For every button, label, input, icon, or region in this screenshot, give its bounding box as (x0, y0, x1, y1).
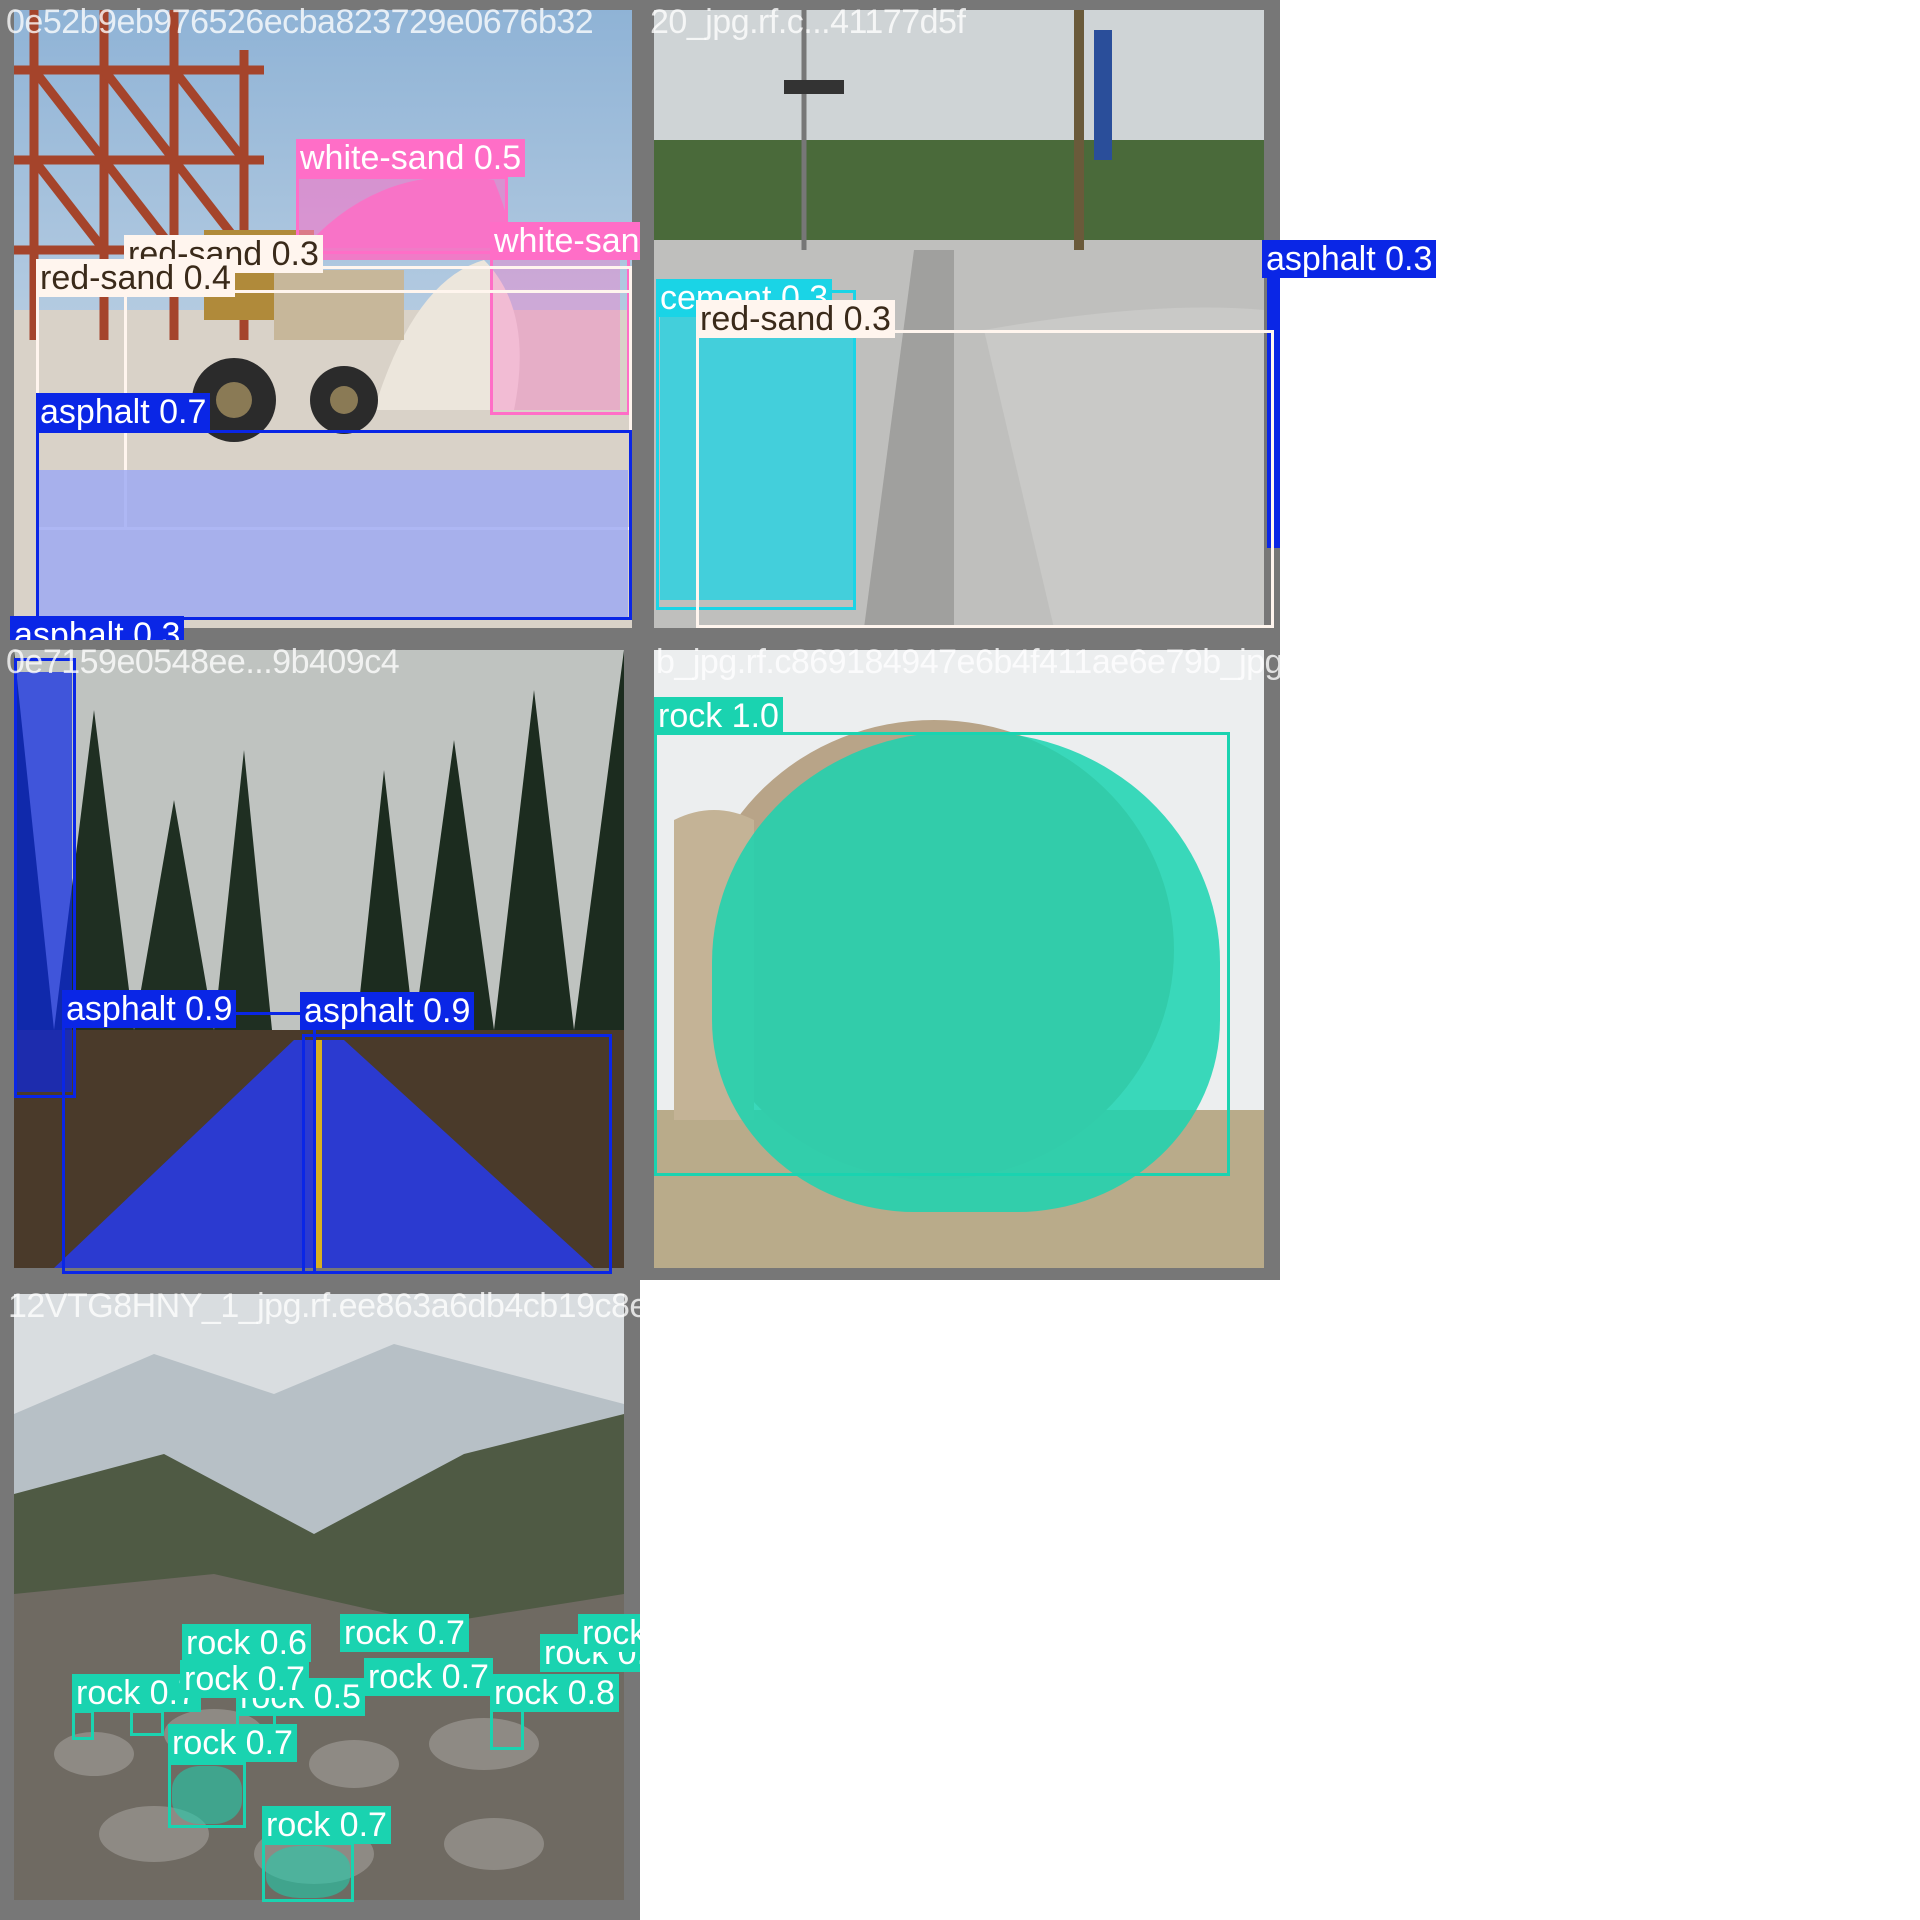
detection-label: asphalt 0.9 (300, 992, 475, 1030)
detection-label: rock 0.6 (578, 1614, 640, 1652)
bounding-box (296, 176, 508, 254)
photo-forest-road (14, 650, 624, 1268)
segmentation-mask (172, 1766, 242, 1824)
image-filename: 0e7159e0548ee...9b409c4 (6, 643, 400, 681)
tile-forest-road: asphalt 0.9 asphalt 0.9 0e7159e0548ee...… (0, 640, 640, 1280)
image-filename: 0e52b9eb976526ecba823729e0676b32 (6, 3, 594, 41)
detection-label: rock 0.7 (180, 1660, 309, 1698)
valley-rocks-scene (14, 1294, 624, 1900)
bounding-box (62, 1012, 316, 1274)
detection-label: asphalt 0.3 (10, 616, 185, 640)
detection-label: red-sand 0.3 (696, 300, 895, 338)
segmentation-mask (660, 300, 856, 600)
bounding-box (168, 1762, 246, 1828)
tile-construction: white-sand 0.5 white-sand 0.3 red-sand 0… (0, 0, 640, 640)
detection-label: asphalt 0.9 (62, 990, 237, 1028)
detection-label: rock 1.0 (654, 697, 783, 735)
image-filename: 20_jpg.rf.c...41177d5f (650, 3, 966, 41)
segmentation-mask (266, 1846, 350, 1898)
bounding-box (130, 1710, 164, 1736)
photo-valley-rocks (14, 1294, 624, 1900)
bounding-box (302, 1034, 612, 1274)
segmentation-mask (38, 470, 628, 620)
detection-label: red-sand 0.4 (36, 259, 235, 297)
bounding-box (72, 1710, 94, 1740)
detection-label: rock 0.7 (262, 1806, 391, 1844)
detection-label: white-sand 0.5 (296, 139, 526, 177)
tile-valley-rocks: rock 0.6 rock 0.7 rock 0.7 rock 0.6 rock… (0, 1280, 640, 1920)
detection-label: rock 0.7 (364, 1658, 493, 1696)
detection-label: asphalt 0.7 (36, 393, 211, 431)
detection-label: rock 0.7 (340, 1614, 469, 1652)
bounding-box (14, 658, 76, 1098)
detection-label: rock 0.6 (182, 1624, 311, 1662)
forest-road-scene (14, 650, 624, 1268)
segmentation-mask (712, 732, 1220, 1212)
detection-label: white-sand 0.3 (490, 222, 640, 260)
tile-boulder: rock 1.0 b_jpg.rf.c869184947e6b4f411ae6e… (640, 640, 1280, 1280)
bounding-box (654, 732, 1230, 1176)
bounding-box (262, 1842, 354, 1902)
bounding-box (36, 430, 632, 620)
bounding-box (490, 1708, 524, 1750)
bounding-box (696, 330, 1274, 628)
segmentation-mask (490, 260, 620, 410)
image-filename: 12VTG8HNY_1_jpg.rf.ee863a6db4cb19c8e3f3 (8, 1287, 640, 1325)
image-filename: b_jpg.rf.c869184947e6b4f411ae6e79b_jpg.r… (656, 643, 1280, 681)
detection-label: rock 0.8 (490, 1674, 619, 1712)
detection-label: rock 0.7 (168, 1724, 297, 1762)
detection-label-asphalt-street: asphalt 0.3 (1262, 240, 1437, 278)
detection-label: rock 0.7 (72, 1674, 201, 1712)
tile-street: cement 0.3 red-sand 0.3 20_jpg.rf.c...41… (640, 0, 1280, 640)
